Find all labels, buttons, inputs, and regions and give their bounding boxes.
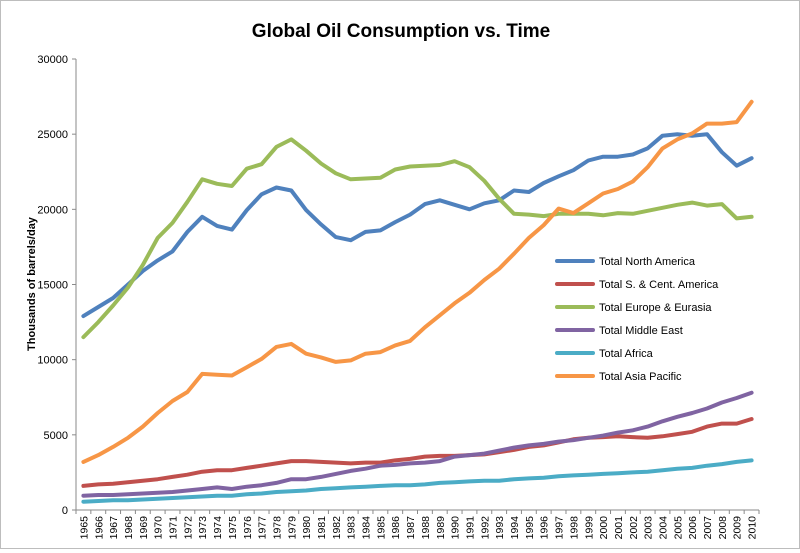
x-tick-label: 1976 (242, 516, 254, 540)
y-tick-label: 25000 (37, 129, 68, 141)
x-tick-label: 1970 (153, 516, 165, 540)
x-tick-label: 2010 (747, 516, 759, 540)
x-tick-label: 1996 (539, 516, 551, 540)
y-axis-ticks: 0 5000 10000 15000 20000 25000 30000 (37, 54, 76, 517)
y-tick-label: 5000 (44, 430, 68, 442)
y-tick-label: 15000 (37, 280, 68, 292)
legend-label: Total North America (599, 256, 696, 268)
x-tick-label: 1987 (405, 516, 417, 540)
x-tick-label: 1997 (554, 516, 566, 540)
x-tick-label: 1968 (123, 516, 135, 540)
series-line-1 (81, 417, 754, 488)
x-tick-label: 1978 (271, 516, 283, 540)
x-tick-label: 1993 (494, 516, 506, 540)
x-tick-label: 1974 (212, 516, 224, 540)
x-tick-label: 1983 (346, 516, 358, 540)
y-tick-label: 0 (62, 505, 68, 517)
legend-label: Total Europe & Eurasia (599, 302, 712, 314)
x-tick-label: 1992 (479, 516, 491, 540)
series-line-4 (81, 458, 754, 504)
x-tick-label: 2006 (687, 516, 699, 540)
legend-label: Total S. & Cent. America (599, 279, 719, 291)
x-tick-label: 1969 (138, 516, 150, 540)
x-tick-label: 1989 (435, 516, 447, 540)
x-tick-label: 1967 (108, 516, 120, 540)
x-tick-label: 2008 (717, 516, 729, 540)
x-tick-label: 1988 (420, 516, 432, 540)
x-tick-label: 1972 (182, 516, 194, 540)
legend-label: Total Asia Pacific (599, 371, 682, 383)
x-tick-label: 1973 (197, 516, 209, 540)
x-tick-label: 1984 (361, 516, 373, 540)
chart-title: Global Oil Consumption vs. Time (252, 21, 550, 42)
x-tick-label: 2001 (613, 516, 625, 540)
x-tick-label: 1975 (227, 516, 239, 540)
y-tick-label: 10000 (37, 355, 68, 367)
x-tick-label: 1982 (331, 516, 343, 540)
y-tick-label: 30000 (37, 54, 68, 66)
x-tick-label: 1994 (509, 516, 521, 540)
x-tick-label: 1995 (524, 516, 536, 540)
x-tick-label: 1979 (286, 516, 298, 540)
y-axis-label: Thousands of barrels/day (26, 216, 38, 351)
x-tick-label: 1990 (450, 516, 462, 540)
x-tick-label: 1980 (301, 516, 313, 540)
x-tick-label: 2003 (643, 516, 655, 540)
series-line-3 (81, 390, 754, 498)
x-tick-label: 2007 (702, 516, 714, 540)
x-tick-label: 2005 (672, 516, 684, 540)
x-tick-label: 1986 (390, 516, 402, 540)
legend-label: Total Africa (599, 348, 654, 360)
legend: Total North America Total S. & Cent. Amer… (555, 256, 719, 383)
x-tick-label: 1966 (93, 516, 105, 540)
series-line-5 (81, 99, 754, 464)
series-line-0 (81, 132, 754, 319)
x-tick-label: 1981 (316, 516, 328, 540)
x-tick-label: 2002 (628, 516, 640, 540)
x-tick-label: 1998 (568, 516, 580, 540)
legend-label: Total Middle East (599, 325, 683, 337)
y-tick-label: 20000 (37, 204, 68, 216)
x-tick-label: 2009 (732, 516, 744, 540)
x-tick-label: 1999 (583, 516, 595, 540)
x-tick-label: 1965 (78, 516, 90, 540)
x-tick-label: 2000 (598, 516, 610, 540)
x-tick-label: 2004 (657, 516, 669, 540)
series-line-2 (81, 137, 754, 340)
x-tick-label: 1977 (257, 516, 269, 540)
x-tick-label: 1991 (464, 516, 476, 540)
x-axis-ticks: 1965 1966 1967 1968 1969 1970 1971 1972 1973 1974… (75, 510, 760, 540)
x-tick-label: 1971 (168, 516, 180, 540)
series-lines (81, 99, 754, 504)
x-tick-label: 1985 (375, 516, 387, 540)
